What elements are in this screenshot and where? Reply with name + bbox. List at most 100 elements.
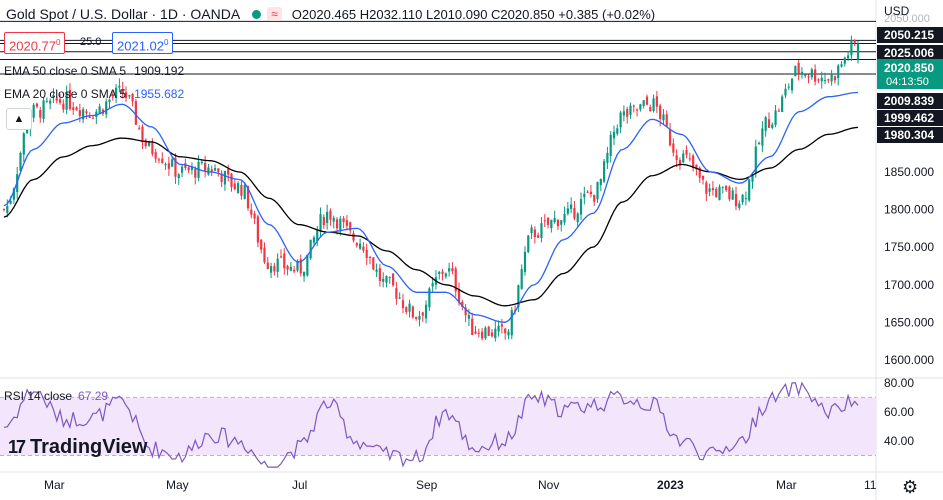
x-label-nov: Nov: [538, 478, 560, 492]
candle-body: [260, 239, 263, 250]
price-tick-label: 1750.000: [884, 240, 934, 254]
candle-body: [151, 142, 154, 154]
candle-body: [263, 247, 266, 263]
candle-body: [675, 155, 678, 160]
candle-body: [55, 98, 58, 101]
x-label-mar: Mar: [44, 478, 65, 492]
candle-body: [45, 100, 48, 102]
candle-body: [711, 188, 715, 191]
candle-body: [35, 103, 39, 107]
candle-body: [286, 266, 289, 270]
candle-body: [751, 174, 754, 182]
candle-body: [398, 297, 401, 299]
candle-body: [322, 216, 325, 226]
candle-body: [850, 39, 853, 56]
candle-body: [408, 303, 411, 312]
candle-body: [431, 283, 434, 287]
candle-body: [161, 158, 164, 164]
tradingview-logo[interactable]: 17 TradingView: [8, 436, 147, 459]
candle-body: [777, 110, 780, 112]
candle-body: [530, 227, 533, 234]
tradingview-logo-text: TradingView: [30, 436, 148, 458]
candle-body: [632, 105, 635, 107]
x-label-2023: 2023: [657, 478, 684, 492]
candle-body: [484, 327, 487, 339]
candle-body: [583, 193, 586, 198]
candle-body: [659, 105, 662, 119]
candle-body: [365, 249, 368, 258]
candle-body: [75, 107, 78, 111]
candle-body: [616, 128, 619, 134]
candle-body: [642, 100, 645, 106]
candle-body: [639, 104, 642, 110]
rsi-legend[interactable]: RSI 14 close 67.29: [4, 389, 108, 403]
candle-body: [609, 134, 612, 156]
candle-body: [388, 276, 391, 278]
settings-gear-icon[interactable]: ⚙: [902, 477, 919, 497]
ema50-legend[interactable]: EMA 50 close 0 SMA 5 1909.192: [4, 64, 184, 78]
price-marker-label: 2025.006: [884, 46, 934, 60]
candle-body: [837, 65, 840, 79]
candle-body: [668, 129, 672, 146]
indicator-tag[interactable]: ≈: [267, 7, 282, 21]
x-label-may: May: [166, 478, 189, 492]
candle-body: [744, 198, 747, 200]
candle-body: [326, 211, 329, 223]
candle-body: [678, 160, 682, 166]
candle-body: [553, 217, 556, 223]
candle-body: [781, 96, 784, 113]
chevron-up-icon: ▲: [13, 113, 25, 125]
candle-body: [853, 40, 856, 43]
candle-body: [540, 223, 543, 238]
ema20-legend[interactable]: EMA 20 close 0 SMA 5 1955.682: [4, 87, 184, 101]
candle-body: [147, 141, 151, 146]
candle-body: [764, 117, 767, 131]
candle-body: [115, 87, 118, 98]
candle-body: [444, 273, 447, 277]
x-label-sep: Sep: [416, 478, 438, 492]
buy-button[interactable]: 2021.020: [112, 32, 174, 54]
candle-body: [296, 261, 299, 271]
candle-body: [728, 186, 731, 200]
currency-label[interactable]: USD: [884, 4, 910, 18]
candle-body: [240, 184, 243, 196]
candle-body: [375, 269, 378, 272]
ema20-label: EMA 20 close 0 SMA 5: [4, 87, 127, 101]
candle-body: [662, 114, 665, 121]
candle-body: [833, 76, 837, 81]
candle-body: [754, 146, 757, 173]
candle-body: [177, 174, 180, 179]
candle-body: [715, 188, 718, 198]
x-label-mar-2023: Mar: [776, 478, 797, 492]
sell-button[interactable]: 2020.770: [4, 32, 66, 54]
candle-body: [378, 268, 381, 282]
candle-body: [42, 100, 45, 119]
candle-body: [200, 161, 203, 163]
x-label-jul: Jul: [292, 478, 308, 492]
candle-body: [804, 74, 807, 76]
candle-body: [230, 173, 233, 187]
candle-body: [319, 214, 322, 232]
candle-body: [411, 306, 414, 318]
candle-body: [748, 179, 751, 201]
candle-body: [573, 207, 576, 219]
candle-body: [52, 94, 55, 98]
symbol-title[interactable]: Gold Spot / U.S. Dollar · 1D · OANDA: [6, 6, 241, 22]
candle-body: [134, 101, 137, 125]
candle-body: [721, 186, 724, 188]
candle-body: [250, 209, 253, 215]
candle-body: [415, 316, 418, 319]
collapse-legend-button[interactable]: ▲: [6, 108, 32, 130]
candle-body: [19, 152, 22, 171]
candle-body: [586, 191, 589, 193]
candle-body: [830, 73, 833, 82]
candle-body: [256, 216, 259, 243]
candle-body: [180, 166, 184, 173]
candle-body: [527, 235, 530, 253]
candle-body: [537, 235, 540, 238]
candle-body: [121, 89, 124, 95]
candle-body: [316, 230, 319, 241]
candle-body: [612, 131, 616, 139]
candle-body: [395, 288, 398, 299]
